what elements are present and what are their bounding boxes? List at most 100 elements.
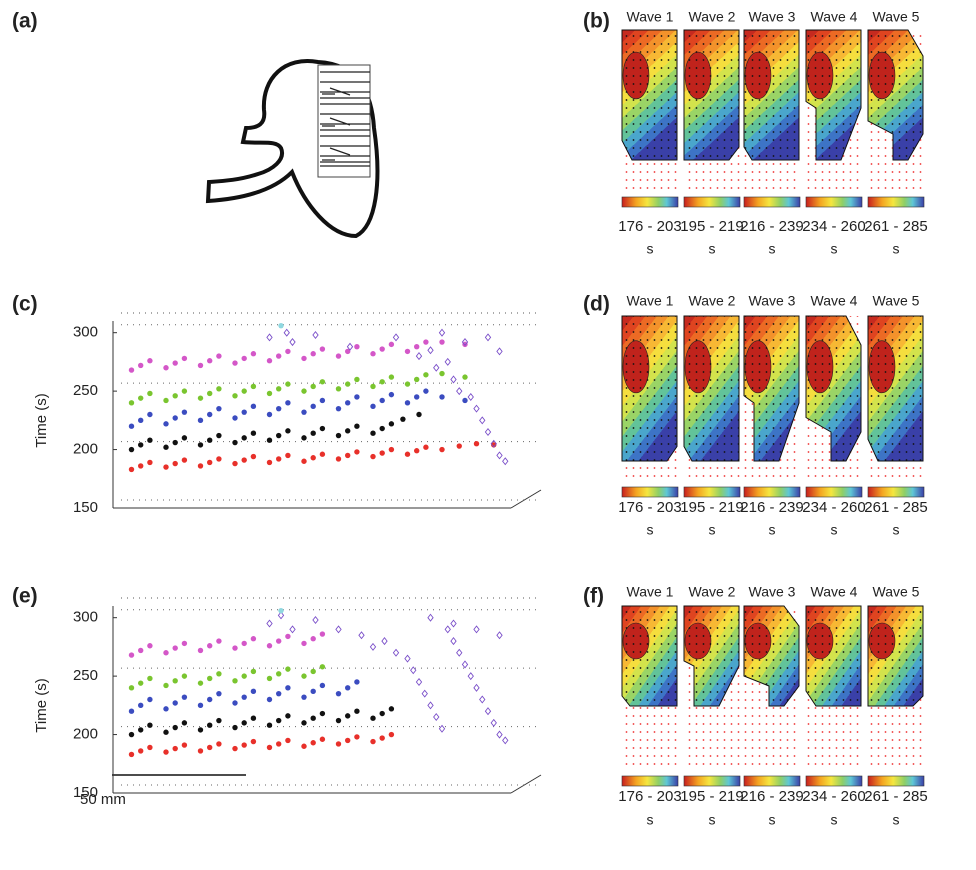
data-point xyxy=(232,746,237,751)
data-point xyxy=(497,731,502,738)
time-unit: s xyxy=(769,241,776,257)
wave-title: Wave 4 xyxy=(811,9,858,25)
data-point xyxy=(267,643,272,648)
x-axis-depth xyxy=(511,490,541,508)
data-point xyxy=(173,440,178,445)
data-point xyxy=(285,381,290,386)
data-point xyxy=(267,723,272,728)
data-point xyxy=(129,367,134,372)
data-point xyxy=(474,405,479,412)
data-point xyxy=(480,417,485,424)
data-point xyxy=(497,452,502,459)
data-point xyxy=(138,418,143,423)
panel-label: (e) xyxy=(12,585,38,608)
data-point xyxy=(232,700,237,705)
y-tick-label: 200 xyxy=(73,726,98,743)
data-point xyxy=(182,388,187,393)
wave-title: Wave 1 xyxy=(627,9,674,25)
data-point xyxy=(428,702,433,709)
data-point xyxy=(345,381,350,386)
time-unit: s xyxy=(893,812,900,828)
data-point xyxy=(198,680,203,685)
data-point xyxy=(278,608,283,613)
time-range: 234 - 260 xyxy=(802,499,865,516)
colorbar xyxy=(684,487,740,497)
data-point xyxy=(251,716,256,721)
data-point xyxy=(336,691,341,696)
data-point xyxy=(389,421,394,426)
data-point xyxy=(147,697,152,702)
data-point xyxy=(216,406,221,411)
page: {"panel_labels": ["(a)", "(b)", "(c)", "… xyxy=(0,0,976,870)
data-point xyxy=(354,449,359,454)
data-point xyxy=(163,650,168,655)
data-point xyxy=(138,463,143,468)
y-tick-label: 150 xyxy=(73,499,98,516)
time-range: 195 - 219 xyxy=(680,788,743,805)
data-point xyxy=(320,398,325,403)
data-point xyxy=(301,744,306,749)
data-point xyxy=(129,752,134,757)
data-point xyxy=(276,718,281,723)
data-point xyxy=(232,678,237,683)
data-point xyxy=(423,372,428,377)
time-unit: s xyxy=(831,522,838,538)
data-point xyxy=(313,617,318,624)
data-point xyxy=(311,716,316,721)
data-point xyxy=(416,353,421,360)
data-point xyxy=(138,442,143,447)
time-range: 261 - 285 xyxy=(864,499,927,516)
data-point xyxy=(491,720,496,727)
data-point xyxy=(198,395,203,400)
data-point xyxy=(182,435,187,440)
data-point xyxy=(138,680,143,685)
data-point xyxy=(232,415,237,420)
colorbar xyxy=(868,487,924,497)
stomach-drawing xyxy=(208,61,377,236)
data-point xyxy=(320,346,325,351)
y-tick-label: 250 xyxy=(73,667,98,684)
data-point xyxy=(173,700,178,705)
time-range: 176 - 203 xyxy=(618,788,681,805)
y-axis-label: Time (s) xyxy=(33,678,50,732)
data-point xyxy=(345,738,350,743)
data-point xyxy=(138,748,143,753)
data-point xyxy=(242,742,247,747)
data-point xyxy=(267,697,272,702)
data-point xyxy=(207,412,212,417)
data-point xyxy=(451,638,456,645)
data-point xyxy=(182,742,187,747)
data-point xyxy=(354,377,359,382)
data-point xyxy=(290,339,295,346)
data-point xyxy=(173,360,178,365)
data-point xyxy=(414,344,419,349)
time-range: 261 - 285 xyxy=(864,218,927,235)
wave-title: Wave 5 xyxy=(873,293,920,309)
data-point xyxy=(345,428,350,433)
data-point xyxy=(207,676,212,681)
data-point xyxy=(276,741,281,746)
data-point xyxy=(393,649,398,656)
data-point xyxy=(198,463,203,468)
data-point xyxy=(503,737,508,744)
data-point xyxy=(251,351,256,356)
x-axis-depth xyxy=(511,775,541,793)
time-unit: s xyxy=(709,812,716,828)
data-point xyxy=(389,342,394,347)
data-point xyxy=(163,421,168,426)
data-point xyxy=(485,334,490,341)
data-point xyxy=(451,376,456,383)
data-point xyxy=(207,358,212,363)
electrode-dots xyxy=(622,606,678,706)
time-unit: s xyxy=(647,812,654,828)
data-point xyxy=(173,415,178,420)
data-point xyxy=(405,400,410,405)
data-point xyxy=(267,460,272,465)
colorbar xyxy=(684,197,740,207)
data-point xyxy=(207,460,212,465)
data-point xyxy=(462,398,467,403)
data-point xyxy=(345,685,350,690)
electrode-dots xyxy=(622,30,678,160)
data-point xyxy=(138,648,143,653)
data-point xyxy=(354,679,359,684)
